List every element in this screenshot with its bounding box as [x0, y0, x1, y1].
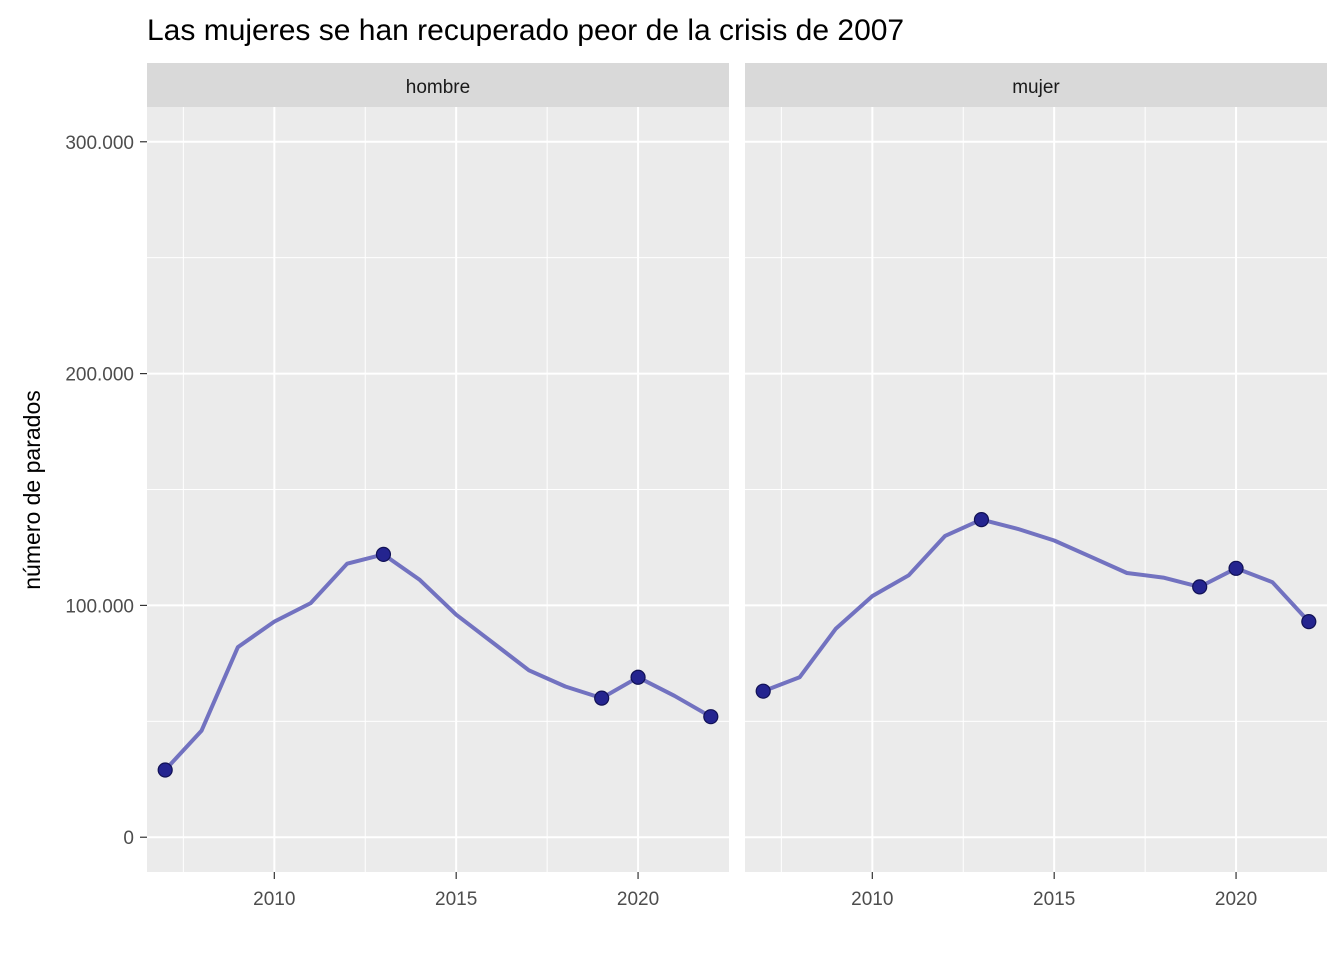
panel-mujer: mujer 2010 2015 2020	[745, 63, 1327, 910]
panels: 0 100.000 200.000 300.000 hombre 2010 2015 2020…	[65, 63, 1327, 910]
x-tick-label: 2015	[435, 889, 477, 910]
data-point-hombre-2007	[157, 762, 173, 778]
series-line-mujer	[761, 517, 1311, 694]
x-tick-label: 2010	[851, 889, 893, 910]
panel-hombre: hombre 2010 2015 2020	[147, 63, 729, 910]
data-point-hombre-2020	[630, 669, 646, 685]
x-tick-label: 2010	[253, 889, 295, 910]
chart-title: Las mujeres se han recuperado peor de la…	[147, 14, 904, 47]
x-tick-label: 2015	[1033, 889, 1075, 910]
facet-strip	[745, 63, 1327, 107]
data-point-mujer-2013	[973, 512, 990, 528]
data-point-mujer-2019	[1192, 579, 1208, 595]
data-point-hombre-2019	[594, 690, 610, 706]
x-tick-label: 2020	[1215, 889, 1257, 910]
series-line-hombre	[163, 552, 713, 772]
x-tick-label: 2020	[617, 889, 659, 910]
facet-strip-label: hombre	[406, 77, 470, 98]
data-point-mujer-2020	[1228, 560, 1244, 576]
facet-strip-label: mujer	[1012, 77, 1060, 98]
data-point-mujer-2022	[1301, 614, 1317, 630]
facet-strip	[147, 63, 729, 107]
data-point-hombre-2013	[375, 546, 392, 563]
y-axis-label: número de parados	[19, 390, 45, 589]
data-point-hombre-2022	[703, 709, 719, 725]
y-tick-label: 0	[123, 828, 134, 849]
data-point-mujer-2007	[755, 683, 771, 699]
y-tick-label: 200.000	[65, 365, 134, 386]
y-tick-label: 300.000	[65, 133, 134, 154]
y-tick-label: 100.000	[65, 596, 134, 617]
